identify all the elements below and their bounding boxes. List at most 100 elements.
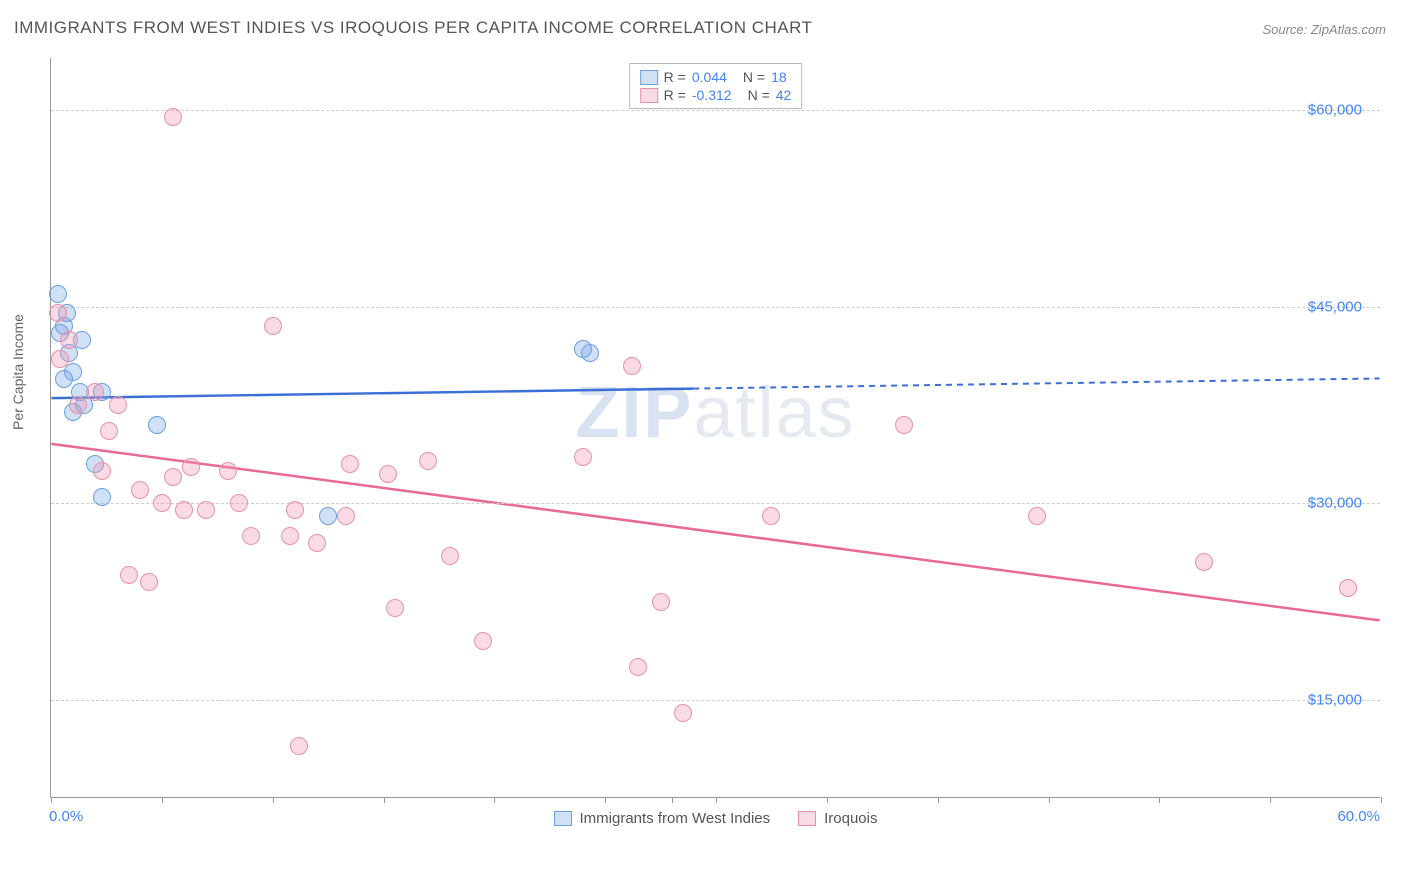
data-point-iroquois — [337, 507, 355, 525]
x-tick — [273, 797, 274, 803]
y-tick-label: $60,000 — [1308, 102, 1362, 119]
legend-row-0: R = 0.044 N = 18 — [640, 68, 792, 86]
data-point-west_indies — [148, 416, 166, 434]
legend-swatch-icon — [554, 811, 572, 826]
legend-r-label: R = — [664, 87, 686, 103]
data-point-iroquois — [182, 458, 200, 476]
legend-item-label: Immigrants from West Indies — [580, 810, 771, 827]
data-point-iroquois — [1195, 553, 1213, 571]
data-point-iroquois — [219, 462, 237, 480]
data-point-iroquois — [69, 396, 87, 414]
data-point-iroquois — [131, 481, 149, 499]
data-point-iroquois — [164, 108, 182, 126]
data-point-iroquois — [674, 704, 692, 722]
grid-line — [51, 503, 1380, 504]
grid-line — [51, 110, 1380, 111]
legend-swatch-0 — [640, 70, 658, 85]
data-point-iroquois — [386, 599, 404, 617]
legend-row-1: R = -0.312 N = 42 — [640, 86, 792, 104]
data-point-iroquois — [93, 462, 111, 480]
data-point-iroquois — [1028, 507, 1046, 525]
data-point-iroquois — [629, 658, 647, 676]
legend-series: Immigrants from West Indies Iroquois — [554, 810, 878, 827]
x-tick — [1270, 797, 1271, 803]
legend-swatch-1 — [640, 88, 658, 103]
data-point-iroquois — [341, 455, 359, 473]
x-tick — [494, 797, 495, 803]
data-point-iroquois — [441, 547, 459, 565]
legend-n-val-0: 18 — [771, 69, 787, 85]
legend-r-val-0: 0.044 — [692, 69, 727, 85]
watermark: ZIPatlas — [575, 372, 855, 454]
x-tick — [605, 797, 606, 803]
x-tick — [716, 797, 717, 803]
chart-title: IMMIGRANTS FROM WEST INDIES VS IROQUOIS … — [14, 18, 812, 38]
data-point-iroquois — [230, 494, 248, 512]
x-max-label: 60.0% — [1337, 808, 1380, 825]
data-point-iroquois — [120, 566, 138, 584]
trend-lines — [51, 58, 1380, 797]
data-point-iroquois — [60, 331, 78, 349]
data-point-west_indies — [55, 370, 73, 388]
data-point-iroquois — [153, 494, 171, 512]
data-point-iroquois — [623, 357, 641, 375]
data-point-iroquois — [109, 396, 127, 414]
y-tick-label: $30,000 — [1308, 495, 1362, 512]
x-tick — [938, 797, 939, 803]
y-tick-label: $15,000 — [1308, 691, 1362, 708]
data-point-iroquois — [574, 448, 592, 466]
data-point-iroquois — [140, 573, 158, 591]
x-tick — [51, 797, 52, 803]
data-point-iroquois — [264, 317, 282, 335]
legend-n-label: N = — [743, 69, 765, 85]
data-point-iroquois — [762, 507, 780, 525]
data-point-iroquois — [242, 527, 260, 545]
legend-swatch-icon — [798, 811, 816, 826]
x-tick — [1381, 797, 1382, 803]
data-point-iroquois — [86, 383, 104, 401]
grid-line — [51, 700, 1380, 701]
data-point-iroquois — [100, 422, 118, 440]
y-axis-label: Per Capita Income — [10, 314, 26, 430]
legend-n-val-1: 42 — [776, 87, 792, 103]
x-tick — [1049, 797, 1050, 803]
watermark-pre: ZIP — [575, 373, 693, 453]
data-point-iroquois — [281, 527, 299, 545]
data-point-iroquois — [308, 534, 326, 552]
data-point-west_indies — [49, 285, 67, 303]
x-tick — [162, 797, 163, 803]
data-point-iroquois — [1339, 579, 1357, 597]
data-point-iroquois — [379, 465, 397, 483]
legend-item-label: Iroquois — [824, 810, 877, 827]
grid-line — [51, 307, 1380, 308]
x-tick — [827, 797, 828, 803]
y-tick-label: $45,000 — [1308, 298, 1362, 315]
x-tick — [1159, 797, 1160, 803]
x-tick — [672, 797, 673, 803]
data-point-iroquois — [474, 632, 492, 650]
data-point-iroquois — [895, 416, 913, 434]
legend-n-label: N = — [748, 87, 770, 103]
chart-area: ZIPatlas R = 0.044 N = 18 R = -0.312 N =… — [50, 58, 1380, 798]
source-label: Source: ZipAtlas.com — [1262, 22, 1386, 37]
data-point-iroquois — [290, 737, 308, 755]
data-point-west_indies — [93, 488, 111, 506]
legend-item-1: Iroquois — [798, 810, 877, 827]
data-point-iroquois — [419, 452, 437, 470]
data-point-iroquois — [652, 593, 670, 611]
data-point-west_indies — [574, 340, 592, 358]
x-tick — [384, 797, 385, 803]
data-point-iroquois — [175, 501, 193, 519]
data-point-iroquois — [49, 304, 67, 322]
data-point-iroquois — [164, 468, 182, 486]
data-point-iroquois — [286, 501, 304, 519]
x-min-label: 0.0% — [49, 808, 83, 825]
legend-item-0: Immigrants from West Indies — [554, 810, 771, 827]
data-point-west_indies — [319, 507, 337, 525]
watermark-post: atlas — [693, 373, 855, 453]
data-point-iroquois — [51, 350, 69, 368]
legend-r-val-1: -0.312 — [692, 87, 732, 103]
legend-correlation: R = 0.044 N = 18 R = -0.312 N = 42 — [629, 63, 803, 109]
legend-r-label: R = — [664, 69, 686, 85]
data-point-iroquois — [197, 501, 215, 519]
